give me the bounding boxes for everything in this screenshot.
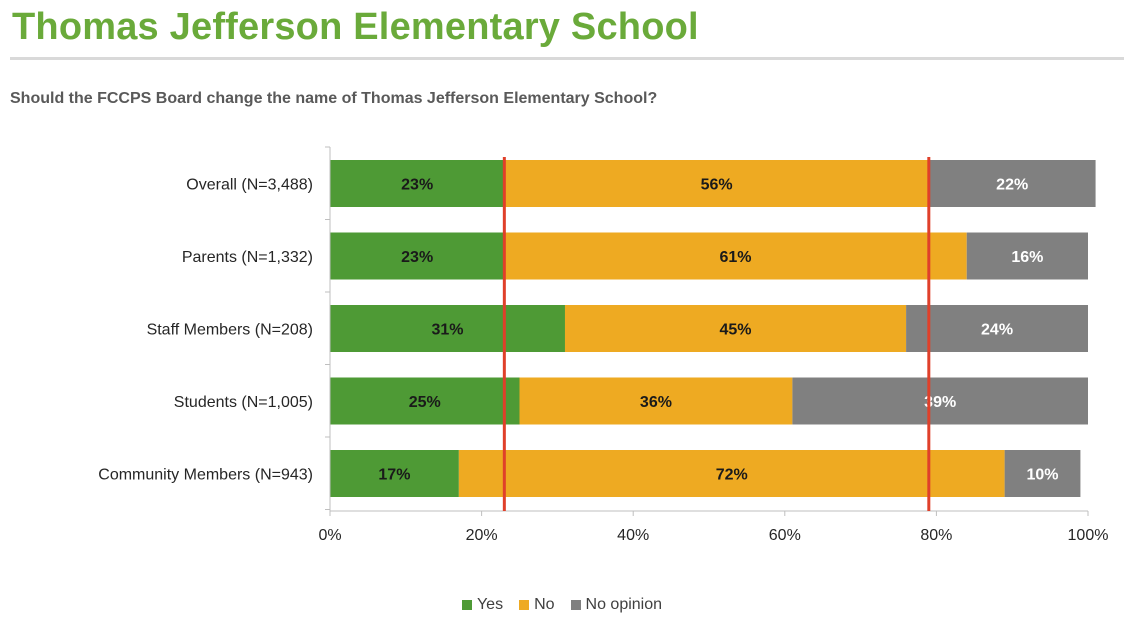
x-tick-label: 40%	[617, 527, 649, 544]
bar-segment-no	[504, 160, 929, 207]
page-title: Thomas Jefferson Elementary School	[12, 6, 699, 48]
data-label: 45%	[720, 322, 752, 339]
legend-swatch	[461, 600, 472, 610]
legend-item-yes: Yes	[461, 596, 504, 614]
legend-item-no-opinion: No opinion	[570, 596, 663, 614]
data-label: 56%	[701, 177, 733, 194]
category-label: Community Members (N=943)	[98, 467, 313, 484]
legend-label: Yes	[476, 596, 504, 613]
data-label: 23%	[401, 249, 433, 266]
legend-label: No opinion	[585, 596, 663, 613]
legend-swatch	[570, 600, 581, 610]
category-label: Students (N=1,005)	[174, 394, 313, 411]
legend-label: No	[534, 596, 555, 613]
data-label: 25%	[409, 394, 441, 411]
bar-segment-yes	[330, 160, 505, 207]
x-tick-label: 100%	[1068, 527, 1109, 544]
bar-segment-no	[458, 450, 1005, 497]
chart-legend: Yes No No opinion	[0, 596, 1124, 614]
bar-segment-yes	[330, 232, 505, 280]
x-tick-label: 60%	[769, 527, 801, 544]
x-tick-label: 0%	[318, 527, 341, 544]
title-divider	[10, 57, 1124, 60]
bar-segment-no-opinion	[792, 377, 1088, 425]
x-tick-label: 20%	[466, 527, 498, 544]
data-label: 23%	[401, 177, 433, 194]
data-label: 36%	[640, 394, 672, 411]
data-label: 24%	[981, 322, 1013, 339]
category-label: Staff Members (N=208)	[147, 322, 313, 339]
category-label: Overall (N=3,488)	[186, 177, 313, 194]
bar-segment-no	[504, 232, 967, 280]
data-label: 17%	[378, 467, 410, 484]
data-label: 61%	[720, 249, 752, 266]
data-label: 22%	[996, 177, 1028, 194]
data-label: 16%	[1011, 249, 1043, 266]
bar-segment-yes	[330, 450, 459, 497]
survey-question: Should the FCCPS Board change the name o…	[10, 90, 658, 107]
data-label: 39%	[924, 394, 956, 411]
bar-segment-no-opinion	[928, 160, 1096, 207]
bar-segment-yes	[330, 305, 565, 352]
legend-swatch	[519, 600, 530, 610]
bar-segment-no-opinion	[966, 232, 1088, 280]
bar-segment-yes	[330, 377, 520, 425]
bar-segment-no-opinion	[906, 305, 1088, 352]
bar-segment-no	[519, 377, 793, 425]
data-label: 10%	[1027, 467, 1059, 484]
bar-segment-no-opinion	[1004, 450, 1081, 497]
data-label: 31%	[431, 322, 463, 339]
x-tick-label: 80%	[920, 527, 952, 544]
data-label: 72%	[716, 467, 748, 484]
category-label: Parents (N=1,332)	[182, 249, 313, 266]
legend-item-no: No	[519, 596, 555, 614]
bar-segment-no	[564, 305, 907, 352]
